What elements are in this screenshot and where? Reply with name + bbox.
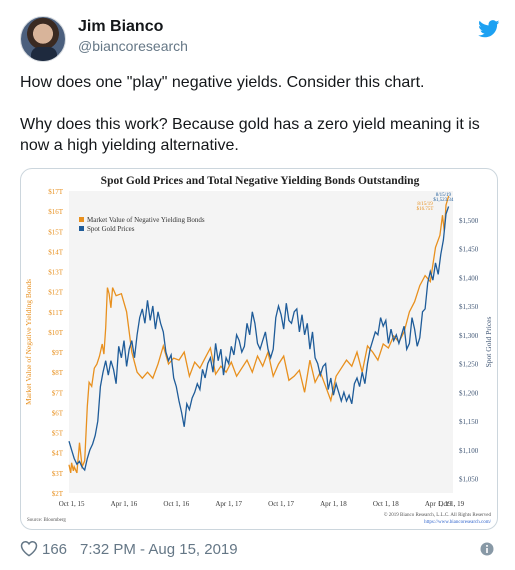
annotation-bonds-value: $16.75T [417,207,434,212]
right-tick-label: $1,050 [459,476,479,484]
right-tick-label: $1,100 [459,447,479,455]
tweet-footer: 166 7:32 PM - Aug 15, 2019 [20,538,498,562]
x-tick-label: Oct 1, 19 [438,500,464,508]
right-tick-label: $1,350 [459,303,479,311]
left-tick-label: $12T [48,289,64,297]
legend-swatch-bonds [79,217,84,222]
avatar[interactable] [20,16,66,62]
tweet-line-2: Why does this work? Because gold has a z… [20,116,480,154]
tweet-line-1: How does one "play" negative yields. Con… [20,74,425,91]
annotation-bonds-date: 8/15/19 [417,202,433,207]
heart-icon[interactable] [20,540,38,557]
chart: Spot Gold Prices and Total Negative Yiel… [24,175,493,525]
x-tick-label: Oct 1, 15 [59,500,85,508]
plot-area [69,191,453,493]
series-line-gold [68,206,450,472]
right-tick-label: $1,500 [459,217,479,225]
author-name[interactable]: Jim Bianco [78,18,164,35]
tweet-text: How does one "play" negative yields. Con… [20,72,490,177]
right-tick-label: $1,250 [459,361,479,369]
left-tick-label: $11T [48,309,63,317]
x-tick-label: Oct 1, 16 [163,500,189,508]
right-tick-label: $1,300 [459,332,479,340]
left-tick-label: $7T [52,389,64,397]
left-tick-label: $14T [48,248,64,256]
x-tick-label: Oct 1, 17 [268,500,294,508]
left-tick-label: $6T [52,409,64,417]
annotation-gold-value: $1,523.34 [433,198,454,203]
series-line-bonds [68,195,450,474]
left-axis-label: Market Value of Negative Yielding Bonds [24,279,33,405]
tweet-timestamp[interactable]: 7:32 PM - Aug 15, 2019 [80,541,238,558]
tweet-media[interactable]: Spot Gold Prices and Total Negative Yiel… [20,168,498,530]
left-tick-label: $2T [52,490,64,498]
left-tick-label: $8T [52,369,64,377]
x-tick-label: Oct 1, 18 [373,500,399,508]
left-tick-label: $13T [48,269,64,277]
x-tick-label: Apr 1, 17 [215,500,242,508]
chart-copyright: © 2019 Bianco Research, L.L.C. All Right… [384,512,492,518]
tweet-header: Jim Bianco @biancoresearch [20,16,500,64]
like-count[interactable]: 166 [42,541,68,558]
left-tick-label: $5T [52,430,64,438]
left-tick-label: $16T [48,208,64,216]
left-tick-label: $3T [52,470,64,478]
right-tick-label: $1,150 [459,418,479,426]
chart-source: Source: Bloomberg [27,518,66,523]
left-tick-label: $9T [52,349,64,357]
x-tick-label: Apr 1, 18 [320,500,347,508]
annotation-gold-date: 8/15/19 [436,193,452,198]
left-tick-label: $17T [48,188,64,196]
left-tick-label: $15T [48,228,64,236]
x-tick-label: Apr 1, 19 [425,500,452,508]
info-icon[interactable] [480,542,494,556]
x-tick-label: Apr 1, 16 [111,500,138,508]
right-tick-label: $1,400 [459,274,479,282]
legend-label-gold: Spot Gold Prices [87,225,135,233]
right-tick-label: $1,450 [459,246,479,254]
twitter-bird-icon[interactable] [478,20,500,38]
legend-label-bonds: Market Value of Negative Yielding Bonds [87,216,205,224]
right-tick-label: $1,200 [459,389,479,397]
avatar-shirt [31,47,57,61]
left-tick-label: $4T [52,450,64,458]
left-tick-label: $10T [48,329,64,337]
chart-title: Spot Gold Prices and Total Negative Yiel… [101,175,420,187]
chart-url: https://www.biancoresearch.com/ [424,520,491,525]
author-handle[interactable]: @biancoresearch [78,38,188,54]
legend-swatch-gold [79,226,84,231]
right-axis-label: Spot Gold Prices [484,317,493,368]
